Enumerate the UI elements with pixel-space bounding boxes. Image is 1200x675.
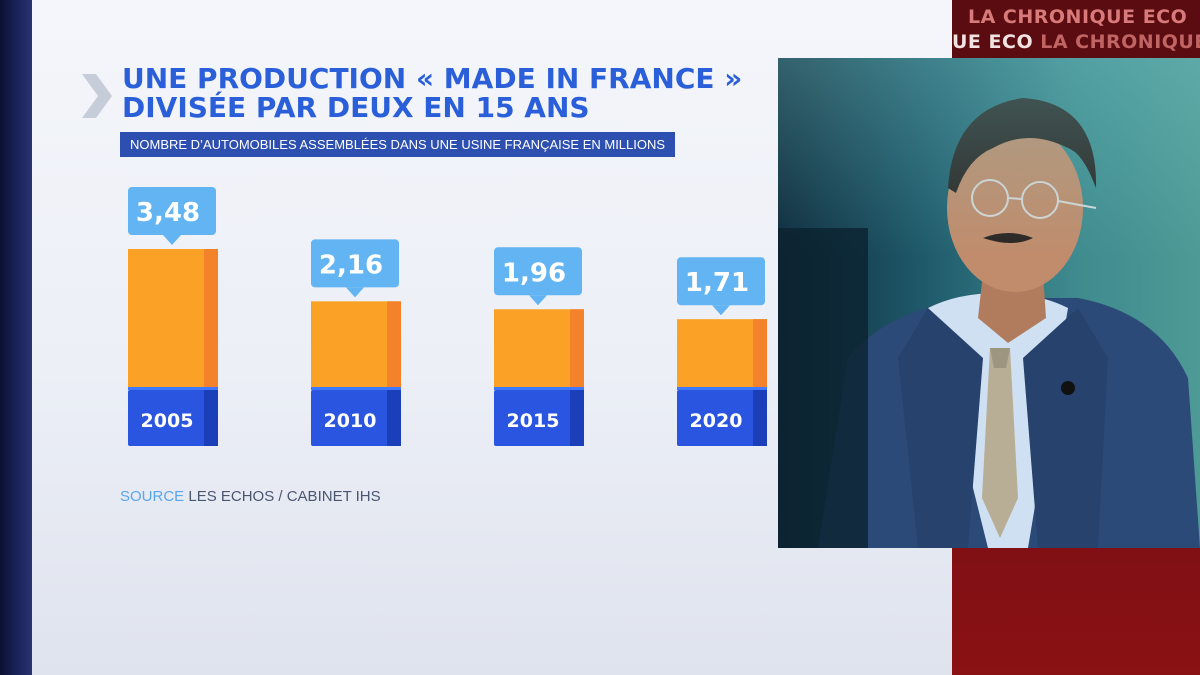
bar-base-shade-2020 bbox=[753, 390, 767, 446]
value-bubble-pointer bbox=[346, 287, 364, 298]
ticker-line-bottom: UE ECO LA CHRONIQUE bbox=[952, 31, 1200, 53]
studio-backdrop bbox=[778, 228, 868, 548]
value-bubble-pointer bbox=[529, 295, 547, 306]
headline-line-2: DIVISÉE PAR DEUX EN 15 ANS bbox=[122, 91, 590, 124]
bar-2010 bbox=[311, 301, 401, 387]
ticker-fragment: UE ECO bbox=[952, 31, 1034, 53]
value-bubble-2005 bbox=[128, 187, 216, 235]
bar-shade-2020 bbox=[753, 319, 767, 387]
presenter-figure bbox=[818, 98, 1200, 548]
studio-light bbox=[778, 58, 1200, 258]
headline: UNE PRODUCTION « MADE IN FRANCE » DIVISÉ… bbox=[122, 64, 762, 122]
bar-divider-2015 bbox=[494, 387, 584, 390]
bar-base-shade-2005 bbox=[204, 390, 218, 446]
bar-2005 bbox=[128, 249, 218, 387]
bar-divider-2010 bbox=[311, 387, 401, 390]
bar-base-2015 bbox=[494, 390, 584, 446]
value-bubble-pointer bbox=[712, 305, 730, 316]
bar-2020 bbox=[677, 319, 767, 387]
bar-base-shade-2015 bbox=[570, 390, 584, 446]
chart-subtitle: NOMBRE D’AUTOMOBILES ASSEMBLÉES DANS UNE… bbox=[120, 132, 676, 157]
source-label: SOURCE bbox=[120, 488, 185, 505]
data-label: 3,48 bbox=[136, 198, 200, 228]
headline-line-1: UNE PRODUCTION « MADE IN FRANCE » bbox=[122, 62, 743, 95]
bar-divider-2020 bbox=[677, 387, 767, 390]
bar-shade-2015 bbox=[570, 309, 584, 387]
data-label: 1,71 bbox=[685, 268, 749, 298]
bar-2015 bbox=[494, 309, 584, 387]
bar-chart: 2005 3,48 2010 2,16 2015 1,96 2020 1,71 bbox=[128, 187, 767, 446]
source-text: LES ECHOS / CABINET IHS bbox=[188, 488, 381, 505]
bar-base-2020 bbox=[677, 390, 767, 446]
bar-shade-2010 bbox=[387, 301, 401, 387]
bar-base-2010 bbox=[311, 390, 401, 446]
program-ticker: LA CHRONIQUE ECO UE ECO LA CHRONIQUE bbox=[952, 0, 1200, 58]
value-bubble-2010 bbox=[311, 239, 399, 288]
chevron-right-icon bbox=[82, 74, 112, 118]
value-bubble-2020 bbox=[677, 257, 765, 306]
bar-shade-2005 bbox=[204, 249, 218, 387]
bar-base-shade-2010 bbox=[387, 390, 401, 446]
x-tick-label: 2015 bbox=[507, 410, 560, 432]
data-label: 2,16 bbox=[319, 250, 383, 280]
bar-base-2005 bbox=[128, 390, 218, 446]
ticker-line-top: LA CHRONIQUE ECO bbox=[968, 6, 1188, 28]
bar-divider-2005 bbox=[128, 387, 218, 390]
ticker-fragment-dim: LA CHRONIQUE bbox=[1040, 31, 1200, 53]
source-line: SOURCE LES ECHOS / CABINET IHS bbox=[120, 488, 381, 505]
data-label: 1,96 bbox=[502, 258, 566, 288]
left-edge-strip bbox=[0, 0, 32, 675]
x-tick-label: 2005 bbox=[141, 410, 194, 432]
value-bubble-pointer bbox=[163, 235, 181, 245]
value-bubble-2015 bbox=[494, 247, 582, 296]
presenter-video bbox=[778, 58, 1200, 548]
x-tick-label: 2020 bbox=[690, 410, 743, 432]
x-tick-label: 2010 bbox=[324, 410, 377, 432]
